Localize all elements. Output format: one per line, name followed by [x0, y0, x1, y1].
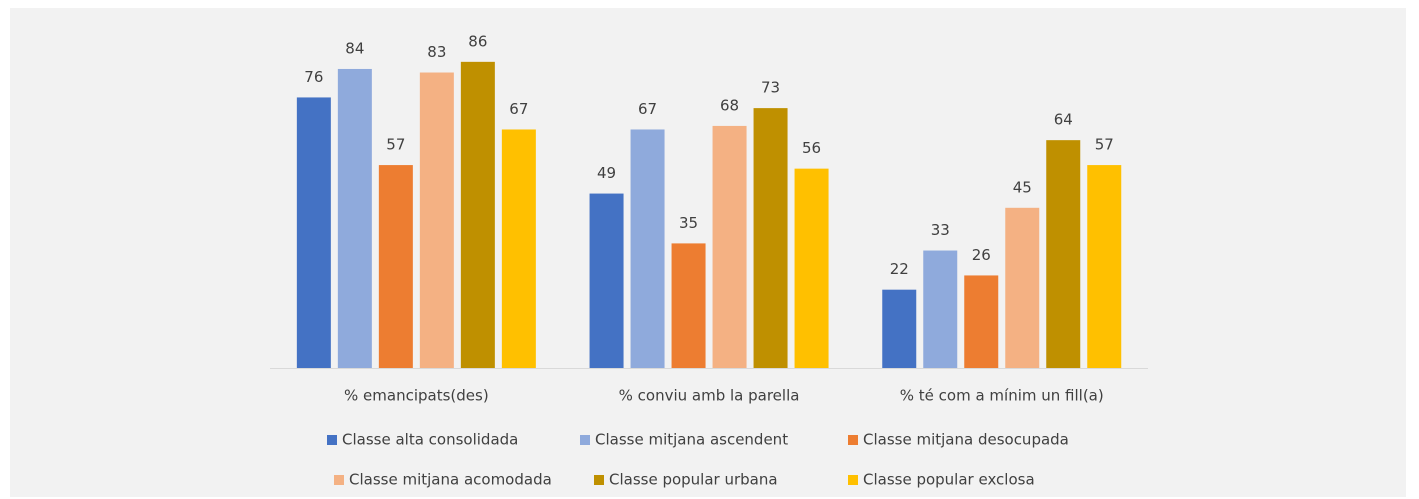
chart-background — [10, 8, 1406, 497]
bar — [794, 168, 829, 368]
data-label: 49 — [597, 164, 616, 182]
bar — [712, 125, 747, 368]
legend-swatch — [594, 475, 604, 485]
data-label: 35 — [679, 214, 698, 232]
legend-swatch — [334, 475, 344, 485]
legend-swatch — [848, 435, 858, 445]
bar — [923, 250, 958, 368]
data-label: 57 — [1095, 136, 1114, 154]
legend-label: Classe popular urbana — [609, 471, 778, 489]
data-label: 33 — [931, 221, 950, 239]
legend-swatch — [580, 435, 590, 445]
legend-label: Classe mitjana desocupada — [863, 431, 1069, 449]
data-label: 22 — [890, 260, 909, 278]
legend-label: Classe alta consolidada — [342, 431, 518, 449]
data-label: 26 — [972, 246, 991, 264]
bar — [419, 72, 454, 369]
bar — [501, 129, 536, 368]
bar — [753, 108, 788, 369]
data-label: 64 — [1054, 111, 1073, 129]
data-label: 67 — [638, 100, 657, 118]
bar — [1005, 207, 1040, 368]
bar — [630, 129, 665, 368]
data-label: 45 — [1013, 178, 1032, 196]
legend-swatch — [848, 475, 858, 485]
x-tick-label: % emancipats(des) — [344, 387, 489, 405]
data-label: 56 — [802, 139, 821, 157]
bar — [1046, 140, 1081, 368]
bar — [460, 61, 495, 369]
bar — [671, 243, 706, 368]
bar — [337, 68, 372, 369]
data-label: 73 — [761, 79, 780, 97]
data-label: 68 — [720, 96, 739, 114]
legend-label: Classe mitjana ascendent — [595, 431, 788, 449]
data-label: 76 — [304, 68, 323, 86]
data-label: 57 — [386, 136, 405, 154]
x-tick-label: % té com a mínim un fill(a) — [900, 387, 1104, 405]
legend-label: Classe mitjana acomodada — [349, 471, 552, 489]
data-label: 86 — [468, 32, 487, 50]
legend-label: Classe popular exclosa — [863, 471, 1035, 489]
bar — [589, 193, 624, 368]
data-label: 83 — [427, 43, 446, 61]
data-label: 67 — [509, 100, 528, 118]
x-tick-label: % conviu amb la parella — [619, 387, 800, 405]
data-label: 84 — [345, 39, 364, 57]
bar — [882, 289, 917, 368]
legend-swatch — [327, 435, 337, 445]
bar — [378, 165, 413, 368]
bar — [1087, 165, 1122, 368]
bar — [964, 275, 999, 368]
bar — [296, 97, 331, 368]
